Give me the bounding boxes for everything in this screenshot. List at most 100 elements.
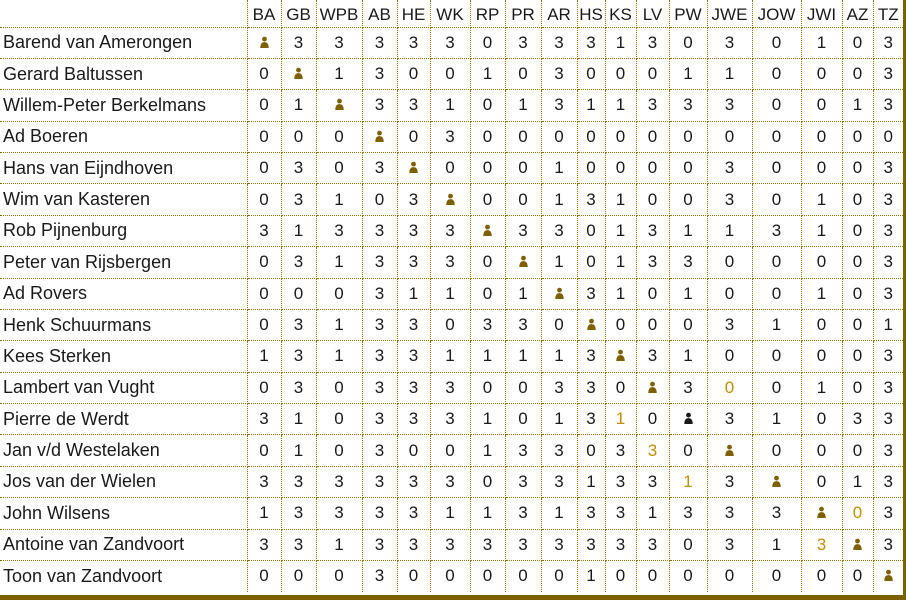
score-cell: 3 (635, 214, 670, 248)
score-cell: 1 (604, 183, 637, 216)
score-cell: 0 (751, 340, 802, 373)
score-cell: 0 (604, 559, 637, 593)
score-cell: 0 (635, 151, 670, 185)
self-cell (604, 340, 637, 373)
score-cell: 1 (800, 183, 843, 216)
score-cell: 3 (668, 371, 708, 405)
score-cell: 3 (504, 528, 542, 561)
score-cell: 3 (668, 246, 708, 279)
score-cell: 3 (540, 26, 578, 59)
score-cell: 0 (429, 559, 471, 593)
score-cell: 0 (751, 26, 802, 59)
player-name: Jan v/d Westelaken (0, 434, 248, 467)
score-cell: 0 (469, 89, 506, 122)
score-cell: 0 (751, 151, 802, 185)
score-cell: 3 (280, 151, 317, 185)
score-cell: 1 (315, 308, 363, 342)
person-icon (853, 538, 862, 550)
score-cell: 3 (540, 214, 578, 248)
score-cell: 1 (668, 465, 708, 499)
score-cell: 0 (706, 371, 753, 405)
score-cell: 0 (800, 308, 843, 342)
score-cell: 0 (246, 308, 282, 342)
score-cell: 3 (361, 26, 398, 59)
score-cell: 3 (668, 497, 708, 530)
self-cell (800, 497, 843, 530)
score-cell: 0 (751, 89, 802, 122)
score-cell: 0 (841, 214, 874, 248)
score-cell: 3 (706, 151, 753, 185)
column-header-jwi: JWI (800, 0, 843, 28)
person-icon (616, 350, 625, 362)
score-cell: 3 (540, 528, 578, 561)
score-cell: 3 (469, 528, 506, 561)
score-cell: 3 (841, 402, 874, 436)
player-name: Lambert van Vught (0, 371, 248, 405)
score-cell: 3 (540, 371, 578, 405)
score-cell: 0 (841, 120, 874, 154)
score-cell: 3 (576, 528, 606, 561)
score-cell: 0 (429, 434, 471, 467)
player-name: Antoine van Zandvoort (0, 528, 248, 561)
score-cell: 0 (800, 434, 843, 467)
score-cell: 0 (315, 402, 363, 436)
score-cell: 0 (751, 57, 802, 91)
column-header-ar: AR (540, 0, 578, 28)
score-cell: 3 (280, 340, 317, 373)
score-cell: 0 (841, 434, 874, 467)
score-cell: 0 (635, 277, 670, 310)
score-cell: 0 (635, 559, 670, 593)
score-cell: 0 (841, 26, 874, 59)
column-header-az: AZ (841, 0, 874, 28)
column-header-pr: PR (504, 0, 542, 28)
table-row: Jos van der Wielen 3 3 3 3 3 3 0 3 3 1 3 3 1 3 0 1 3 (0, 465, 903, 499)
table-row: Kees Sterken 1 3 1 3 3 1 1 1 1 3 3 1 0 0 0 0 3 (0, 340, 903, 373)
score-cell: 0 (841, 277, 874, 310)
table-row: Toon van Zandvoort 0 0 0 3 0 0 0 0 0 1 0 0 0 0 0 0 0 (0, 559, 903, 593)
score-cell: 1 (469, 434, 506, 467)
score-cell: 1 (315, 183, 363, 216)
score-cell: 1 (751, 402, 802, 436)
score-cell: 3 (429, 402, 471, 436)
score-cell: 1 (540, 497, 578, 530)
table-row: Barend van Amerongen 3 3 3 3 3 0 3 3 3 1 3 0 3 0 1 0 3 (0, 26, 903, 59)
score-cell: 1 (396, 277, 431, 310)
score-cell: 3 (872, 246, 903, 279)
score-cell: 1 (315, 340, 363, 373)
score-cell: 3 (246, 402, 282, 436)
score-cell: 3 (396, 308, 431, 342)
score-cell: 1 (751, 308, 802, 342)
column-header-hs: HS (576, 0, 606, 28)
score-cell: 0 (800, 120, 843, 154)
score-cell: 0 (841, 308, 874, 342)
column-header-wk: WK (429, 0, 471, 28)
score-cell: 0 (246, 434, 282, 467)
self-cell (504, 246, 542, 279)
score-cell: 3 (706, 308, 753, 342)
score-cell: 3 (504, 497, 542, 530)
score-cell: 3 (872, 402, 903, 436)
score-cell: 0 (668, 559, 708, 593)
score-cell: 3 (540, 57, 578, 91)
table-row: Pierre de Werdt 3 1 0 3 3 3 1 0 1 3 1 0 3 1 0 3 3 (0, 402, 903, 436)
score-cell: 3 (396, 402, 431, 436)
self-cell (576, 308, 606, 342)
score-cell: 3 (396, 497, 431, 530)
column-header-ab: AB (361, 0, 398, 28)
score-cell: 3 (504, 308, 542, 342)
score-cell: 3 (576, 340, 606, 373)
score-cell: 3 (668, 89, 708, 122)
score-cell: 0 (706, 559, 753, 593)
score-cell: 1 (668, 214, 708, 248)
score-cell: 0 (576, 246, 606, 279)
score-cell: 0 (604, 151, 637, 185)
score-cell: 0 (469, 151, 506, 185)
table-row: Willem-Peter Berkelmans 0 1 3 3 1 0 1 3 1 1 3 3 3 0 0 1 3 (0, 89, 903, 122)
score-cell: 1 (469, 57, 506, 91)
score-cell: 0 (635, 308, 670, 342)
score-cell: 0 (361, 183, 398, 216)
score-cell: 0 (800, 246, 843, 279)
score-cell: 1 (576, 465, 606, 499)
score-cell: 1 (706, 57, 753, 91)
